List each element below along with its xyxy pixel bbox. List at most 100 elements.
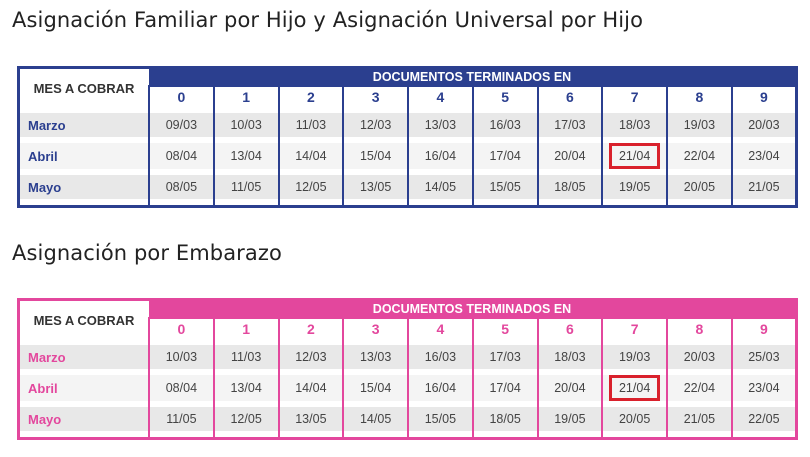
payment-date-cell: 22/05	[730, 407, 797, 431]
payment-date-cell: 16/03	[407, 345, 473, 369]
month-label: Mayo	[18, 175, 149, 199]
row-spacer	[148, 107, 214, 113]
row-spacer	[342, 401, 408, 407]
row-spacer	[536, 369, 603, 375]
row-spacer	[730, 431, 797, 439]
payment-date-cell: 08/04	[148, 375, 214, 401]
row-spacer	[730, 369, 797, 375]
row-spacer	[536, 431, 603, 439]
payment-date-cell: 23/04	[730, 143, 797, 169]
payment-date-cell: 20/04	[536, 375, 603, 401]
row-spacer	[212, 199, 279, 207]
payment-date-cell: 11/05	[148, 407, 214, 431]
row-spacer	[18, 369, 149, 375]
document-digit-header: 6	[536, 85, 603, 107]
row-spacer	[342, 107, 408, 113]
row-spacer	[730, 169, 797, 175]
row-spacer	[666, 107, 732, 113]
document-digit-header: 3	[342, 85, 408, 107]
document-digit-header: 5	[471, 317, 538, 339]
payment-date-cell: 14/04	[277, 375, 344, 401]
row-spacer	[471, 369, 538, 375]
month-column-header: MES A COBRAR	[18, 67, 149, 107]
row-spacer	[342, 137, 408, 143]
row-spacer	[148, 199, 214, 207]
row-spacer	[730, 137, 797, 143]
document-digit-header: 7	[601, 85, 667, 107]
row-spacer	[407, 431, 473, 439]
month-label: Abril	[18, 143, 149, 169]
payment-date-cell: 11/03	[212, 345, 279, 369]
row-spacer	[407, 369, 473, 375]
row-spacer	[601, 169, 667, 175]
row-spacer	[18, 339, 149, 345]
row-spacer	[407, 339, 473, 345]
document-digit-header: 9	[730, 317, 797, 339]
payment-schedule-table-afh-auh: MES A COBRAR DOCUMENTOS TERMINADOS EN 0 1 2 3…	[17, 66, 798, 208]
payment-date-cell: 08/04	[148, 143, 214, 169]
document-digit-header: 3	[342, 317, 408, 339]
row-spacer	[277, 369, 344, 375]
row-spacer	[212, 401, 279, 407]
payment-date-cell: 21/04	[601, 143, 667, 169]
month-label: Marzo	[18, 345, 149, 369]
row-spacer	[471, 107, 538, 113]
row-spacer	[601, 339, 667, 345]
payment-date-cell: 18/03	[536, 345, 603, 369]
row-spacer	[18, 431, 149, 439]
row-spacer	[536, 169, 603, 175]
schedule-row: Abril 08/04 13/04 14/04 15/04 16/04 17/04 20/04…	[18, 375, 797, 401]
row-spacer	[342, 169, 408, 175]
row-spacer	[342, 199, 408, 207]
payment-date-cell: 16/03	[471, 113, 538, 137]
row-spacer	[666, 369, 732, 375]
payment-date-cell: 20/03	[730, 113, 797, 137]
document-digit-header: 2	[277, 317, 344, 339]
highlighted-payment-date: 21/04	[608, 143, 661, 169]
row-spacer	[666, 339, 732, 345]
schedule-row: Marzo 10/03 11/03 12/03 13/03 16/03 17/03 18/03…	[18, 345, 797, 369]
row-spacer	[666, 401, 732, 407]
document-digit-header: 9	[730, 85, 797, 107]
payment-date-cell: 17/04	[471, 375, 538, 401]
payment-date-cell: 17/03	[536, 113, 603, 137]
row-spacer	[277, 137, 344, 143]
payment-date-cell: 14/05	[342, 407, 408, 431]
row-spacer	[342, 339, 408, 345]
payment-date-cell: 19/05	[601, 175, 667, 199]
payment-date-cell: 16/04	[407, 143, 473, 169]
row-spacer	[601, 199, 667, 207]
row-spacer	[212, 369, 279, 375]
payment-date-cell: 15/04	[342, 375, 408, 401]
payment-date-cell: 25/03	[730, 345, 797, 369]
row-spacer	[730, 199, 797, 207]
row-spacer	[18, 199, 149, 207]
payment-date-cell: 09/03	[148, 113, 214, 137]
payment-date-cell: 18/05	[536, 175, 603, 199]
row-spacer	[601, 401, 667, 407]
row-spacer	[730, 107, 797, 113]
document-digit-header: 8	[666, 317, 732, 339]
payment-date-cell: 13/05	[277, 407, 344, 431]
row-spacer	[536, 199, 603, 207]
document-digit-header: 8	[666, 85, 732, 107]
payment-date-cell: 20/03	[666, 345, 732, 369]
payment-date-cell: 13/05	[342, 175, 408, 199]
month-label: Abril	[18, 375, 149, 401]
document-digit-header: 5	[471, 85, 538, 107]
document-digit-header: 0	[148, 85, 214, 107]
payment-date-cell: 14/05	[407, 175, 473, 199]
payment-date-cell: 12/05	[277, 175, 344, 199]
row-spacer	[277, 401, 344, 407]
row-spacer	[407, 137, 473, 143]
row-spacer	[277, 339, 344, 345]
document-digit-header: 6	[536, 317, 603, 339]
document-digit-header: 1	[212, 85, 279, 107]
payment-date-cell: 11/03	[277, 113, 344, 137]
payment-date-cell: 13/04	[212, 375, 279, 401]
row-spacer	[471, 431, 538, 439]
row-spacer	[666, 199, 732, 207]
payment-date-cell: 10/03	[212, 113, 279, 137]
row-spacer	[148, 339, 214, 345]
payment-date-cell: 16/04	[407, 375, 473, 401]
